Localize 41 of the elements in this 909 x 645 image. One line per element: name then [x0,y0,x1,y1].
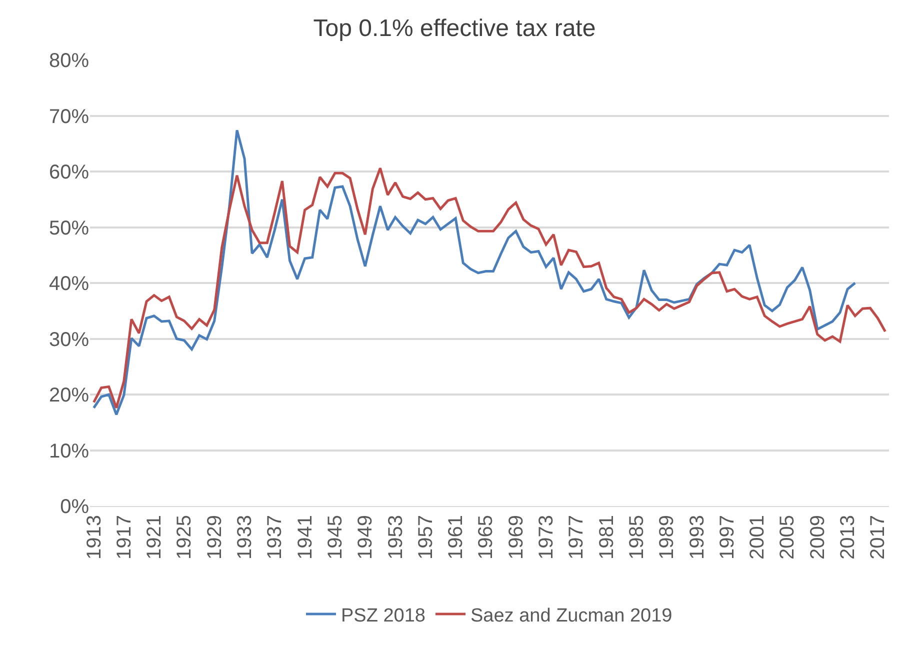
y-tick-label: 60% [48,162,90,184]
x-tick-label: 2001 [746,515,769,560]
x-tick-label: 1989 [656,515,678,560]
x-tick-label: 2017 [867,515,890,560]
x-tick-label: 1941 [294,515,316,560]
legend-label: Saez and Zucman 2019 [470,605,672,626]
line-series [92,128,856,416]
x-tick-label: 1925 [174,515,196,560]
x-tick-label: 1945 [324,515,346,560]
legend-label: PSZ 2018 [341,605,426,626]
x-tick-label: 1961 [445,515,468,560]
y-tick-label: 30% [48,328,90,351]
y-tick-label: 40% [48,273,90,295]
x-tick-label: 1929 [204,515,226,560]
y-tick-label: 80% [48,50,90,72]
x-tick-label: 1977 [566,515,588,560]
x-tick-label: 1953 [384,515,407,560]
line-series [92,166,886,410]
chart-title: Top 0.1% effective tax rate [313,15,596,42]
y-tick-label: 0% [60,496,90,518]
x-tick-label: 1965 [475,515,498,560]
y-tick-label: 20% [48,384,90,406]
x-tick-label: 2005 [776,515,799,560]
x-tick-label: 2013 [837,515,860,560]
x-tick-label: 1937 [264,515,286,560]
x-tick-label: 2009 [806,515,829,560]
x-tick-label: 1985 [626,515,648,560]
x-tick-label: 1993 [686,515,708,560]
x-tick-label: 1957 [414,515,437,560]
x-tick-label: 1917 [113,515,136,560]
y-tick-label: 50% [48,217,90,240]
x-tick-label: 1969 [505,515,528,560]
x-tick-label: 1933 [234,515,256,560]
x-tick-label: 1949 [354,515,377,560]
x-tick-label: 1973 [536,515,558,560]
x-tick-label: 1921 [144,515,166,560]
y-tick-label: 10% [48,440,90,462]
x-tick-label: 1997 [716,515,738,560]
y-tick-label: 70% [48,106,90,128]
x-tick-label: 1981 [596,515,618,560]
x-tick-label: 1913 [83,515,106,560]
